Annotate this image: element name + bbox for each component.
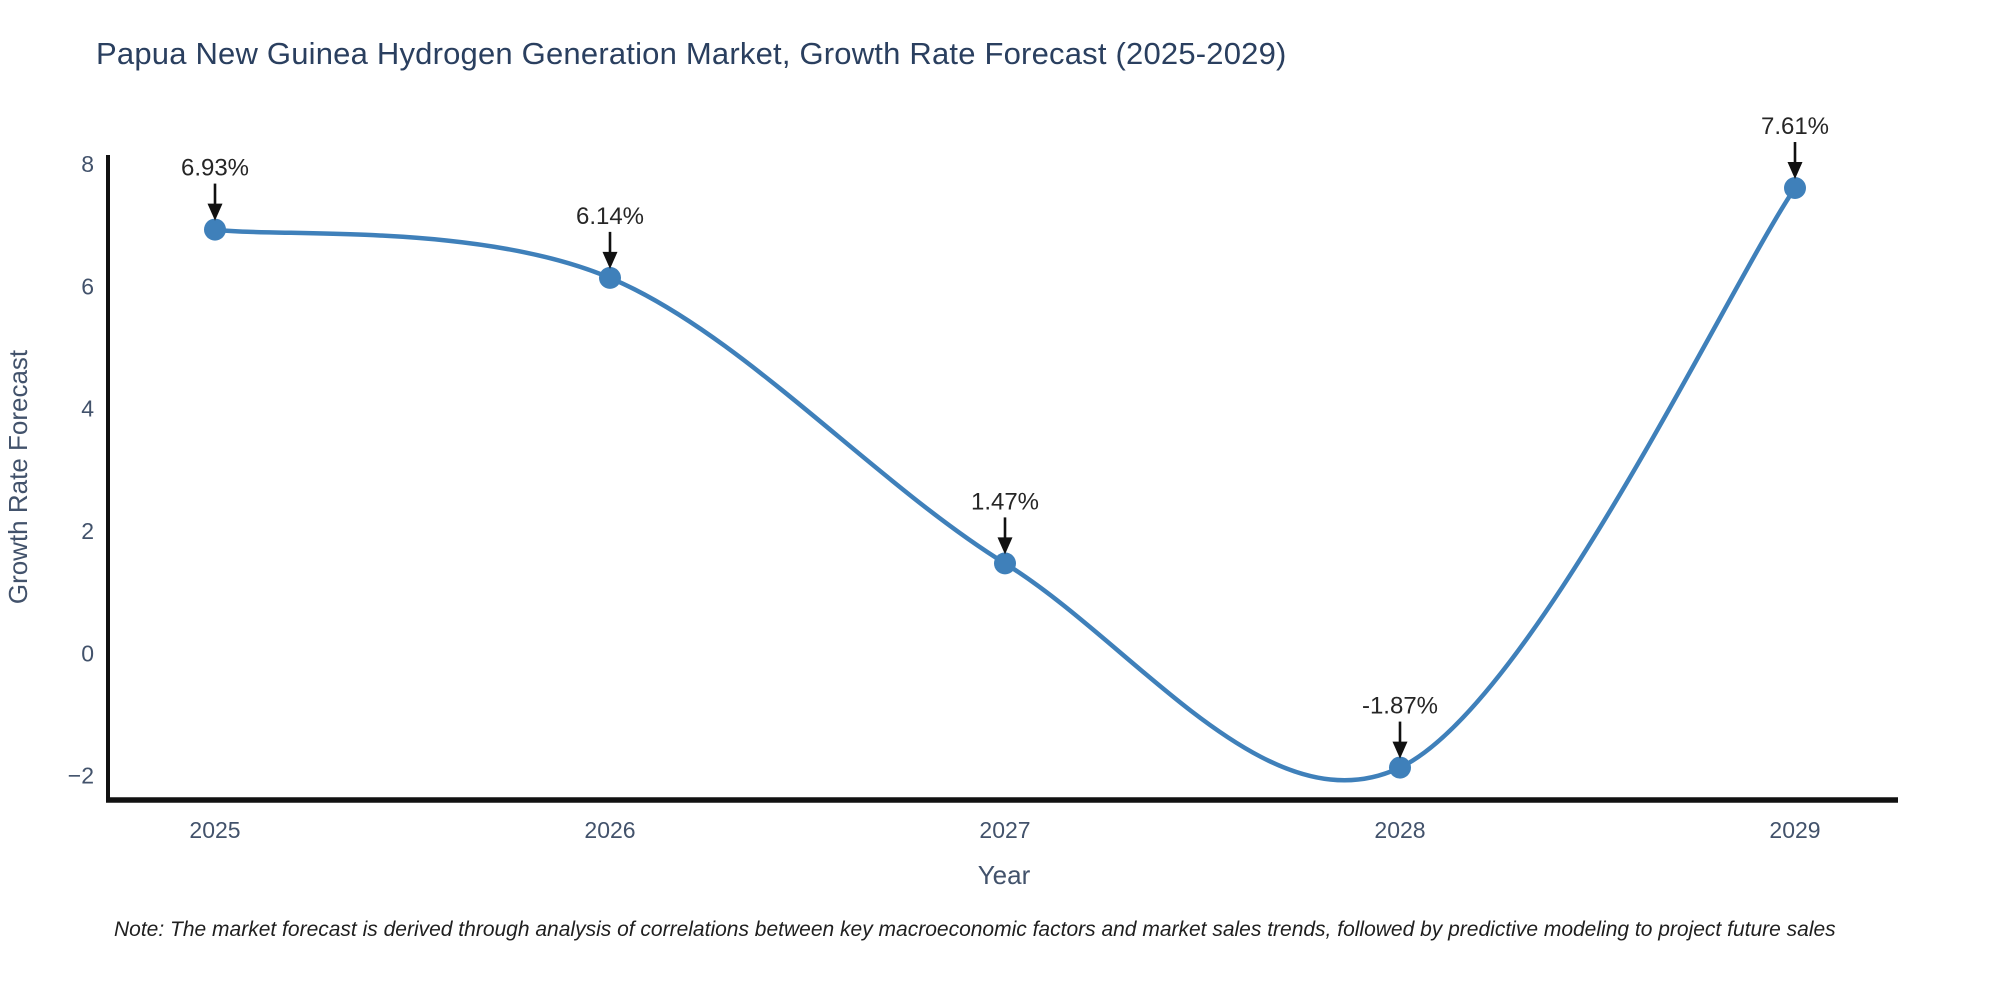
chart-title: Papua New Guinea Hydrogen Generation Mar… (96, 36, 1287, 71)
data-point-label: 1.47% (971, 488, 1039, 515)
annotation-arrowhead (997, 537, 1013, 555)
x-tick-label: 2025 (189, 817, 240, 843)
data-point-label: 6.93% (181, 155, 249, 182)
data-point-marker (599, 266, 621, 289)
y-tick-label: 0 (81, 640, 94, 666)
data-point-marker (1389, 756, 1411, 779)
annotation-arrowhead (1392, 741, 1408, 759)
x-tick-label: 2026 (584, 817, 635, 843)
data-point-marker (994, 552, 1016, 575)
annotation-arrowhead (602, 251, 618, 269)
x-tick-label: 2029 (1769, 817, 1820, 843)
x-axis-title: Year (978, 860, 1031, 890)
data-point-label: 6.14% (576, 203, 644, 230)
y-tick-label: 4 (81, 396, 94, 422)
data-point-label: 7.61% (1761, 113, 1829, 140)
footnote: Note: The market forecast is derived thr… (114, 918, 1836, 941)
data-point-label: -1.87% (1362, 693, 1438, 720)
x-tick-label: 2027 (979, 817, 1030, 843)
annotation-arrowhead (1787, 162, 1803, 180)
forecast-line (212, 185, 1798, 783)
annotation-arrowhead (207, 203, 223, 221)
x-tick-label: 2028 (1374, 817, 1425, 843)
y-tick-label: −2 (68, 763, 94, 789)
data-point-marker (1784, 177, 1806, 200)
y-axis-title: Growth Rate Forecast (3, 349, 33, 604)
data-point-marker (204, 218, 226, 241)
y-tick-label: 8 (81, 151, 94, 177)
y-tick-label: 2 (81, 518, 94, 544)
y-tick-label: 6 (81, 273, 94, 299)
